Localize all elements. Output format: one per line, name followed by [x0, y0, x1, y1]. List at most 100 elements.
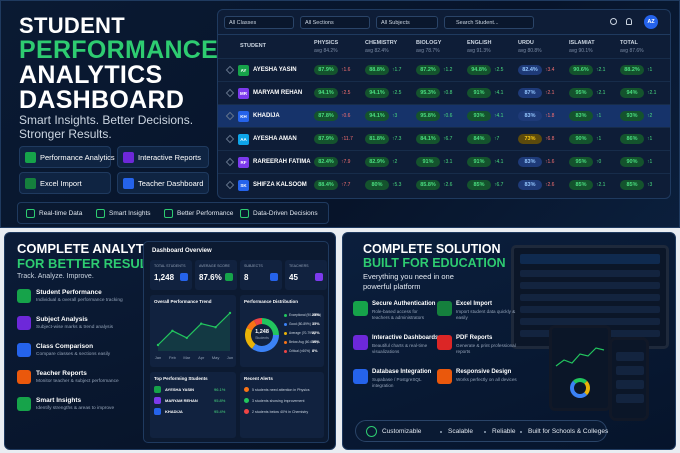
highlight-icon — [164, 209, 173, 218]
stat-card: SUBJECTS 8 — [240, 260, 282, 290]
donut-center-label: Students — [255, 336, 269, 340]
stat-card: TEACHERS 45 — [285, 260, 327, 290]
mock-row — [520, 318, 660, 325]
score-change: ↑3 — [392, 113, 398, 119]
stat-label: TEACHERS — [289, 264, 309, 268]
score-pill: 80% — [365, 180, 389, 190]
score-change: ↑3.4 — [545, 67, 555, 73]
score-change: ↑1.6 — [545, 159, 555, 165]
score-pill: 84.1% — [416, 134, 440, 144]
donut-center-value: 1,248 — [255, 329, 269, 335]
button-icon — [25, 178, 36, 189]
column-average: avg 84.2% — [314, 48, 338, 54]
legend-swatch — [284, 350, 287, 353]
header-divider — [218, 34, 670, 35]
score-change: ↑5.3 — [392, 182, 402, 188]
donut-segment — [246, 320, 257, 331]
button-icon — [123, 178, 134, 189]
separator-dot — [484, 431, 486, 433]
alerts-card: Recent Alerts 5 students need attention i… — [240, 372, 324, 438]
filter-dropdown[interactable]: All Classes — [224, 16, 294, 29]
feature-title: Database Integration — [372, 369, 432, 375]
trend-chart: Jan Feb Mar Apr May Jun — [155, 311, 233, 360]
legend-value: 8% — [312, 349, 318, 353]
score-change: ↑0.6 — [341, 113, 351, 119]
score-change: ↑3 — [647, 182, 653, 188]
trend-point — [214, 326, 217, 329]
column-header: ENGLISH — [467, 40, 492, 46]
donut-segment — [253, 318, 262, 326]
filter-label: All Classes — [229, 20, 257, 26]
alert-text: 5 students need attention in Physics — [252, 388, 310, 392]
score-change: ↑2 — [647, 113, 653, 119]
score-change: ↑1 — [596, 136, 602, 142]
donut-chart — [245, 318, 279, 352]
trend-point — [185, 336, 188, 340]
score-change: ↑4.1 — [494, 159, 504, 165]
score-pill: 95% — [569, 157, 593, 167]
feature-icon — [17, 289, 31, 303]
filter-label: All Subjects — [381, 20, 410, 26]
score-change: ↑4.1 — [494, 90, 504, 96]
top-students-card: Top Performing Students AYESHA YASIN 96.1%… — [150, 372, 236, 438]
score-pill: 91% — [467, 157, 491, 167]
feature-title: Secure Authentication — [372, 301, 436, 307]
column-average: avg 80.8% — [518, 48, 542, 54]
score-pill: 82.4% — [314, 157, 338, 167]
feature-icon — [353, 369, 368, 384]
legend-swatch — [284, 341, 287, 344]
stat-value: 87.6% — [199, 273, 222, 282]
score-pill: 83% — [518, 111, 542, 121]
feature-title: Class Comparison — [36, 343, 94, 350]
alert-icon — [244, 398, 249, 403]
score-change: ↑6.7 — [443, 136, 453, 142]
highlight-label: Smart Insights — [109, 210, 151, 217]
user-avatar[interactable]: AZ — [644, 15, 658, 29]
star-icon — [225, 134, 235, 144]
student-name: AYESHA YASIN — [165, 387, 195, 392]
student-avatar: KH — [238, 111, 249, 122]
score-change: ↑11.7 — [341, 136, 353, 142]
student-avatar: MR — [238, 88, 249, 99]
column-average: avg 78.7% — [416, 48, 440, 54]
search-input[interactable]: Search Student... — [444, 16, 534, 29]
feature-button: Interactive Reports — [117, 146, 209, 168]
legend-label: Average (70-79%) — [289, 331, 315, 335]
analytics-section: COMPLETE ANALYTICS FOR BETTER RESULTS Trac… — [4, 232, 336, 450]
score-pill: 85% — [467, 180, 491, 190]
table-row: MR MARYAM REHAN 94.1% ↑2.5 94.1% ↑2.5 95.3% ↑0.… — [218, 81, 670, 104]
feature-description: Works perfectly on all devices — [456, 377, 517, 382]
score-pill: 88.2% — [620, 65, 644, 75]
legend-label: Good (80-89%) — [289, 322, 311, 326]
score-pill: 87.8% — [314, 111, 338, 121]
legend-value: 25% — [312, 313, 320, 317]
score-pill: 85.8% — [416, 180, 440, 190]
score-pill: 94.1% — [365, 88, 389, 98]
feature-icon — [353, 301, 368, 316]
student-name: SHIFZA KALSOOM — [253, 182, 307, 188]
hero-title-line: STUDENT — [19, 13, 125, 38]
button-label: Teacher Dashboard — [138, 179, 204, 188]
mock-row — [520, 306, 660, 313]
x-tick-label: Jun — [227, 355, 233, 360]
stat-card: AVERAGE SCORE 87.6% — [195, 260, 237, 290]
section-tagline: Track. Analyze. Improve. — [17, 273, 94, 280]
legend-value: 35% — [312, 322, 320, 326]
student-score: 95.4% — [214, 409, 226, 414]
legend-swatch — [284, 332, 287, 335]
score-change: ↑4.1 — [494, 113, 504, 119]
button-label: Interactive Reports — [138, 153, 201, 162]
score-change: ↑7.9 — [341, 159, 351, 165]
student-avatar — [154, 397, 161, 404]
student-name: KHADIJA — [165, 409, 183, 414]
filter-dropdown[interactable]: All Sections — [300, 16, 370, 29]
student-score: 95.8% — [214, 398, 226, 403]
filter-dropdown[interactable]: All Subjects — [376, 16, 438, 29]
score-change: ↑7.3 — [392, 136, 402, 142]
alert-text: 3 students showing improvement — [252, 399, 305, 403]
x-tick-label: Mar — [183, 355, 191, 360]
star-icon — [225, 65, 235, 75]
stat-icon — [270, 273, 278, 281]
score-change: ↑2.1 — [647, 90, 657, 96]
